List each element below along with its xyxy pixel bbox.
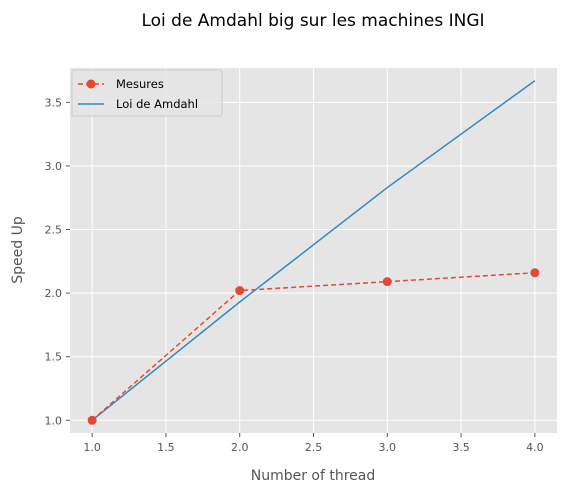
x-tick-label: 1.5 <box>157 441 175 454</box>
y-tick-label: 3.0 <box>45 160 63 173</box>
chart-title: Loi de Amdahl big sur les machines INGI <box>141 11 484 31</box>
legend-label-mesures: Mesures <box>116 77 164 91</box>
grid-lines <box>70 68 557 433</box>
x-tick-label: 3.5 <box>452 441 470 454</box>
y-tick-label: 3.5 <box>45 96 63 109</box>
x-axis-label: Number of thread <box>251 468 376 484</box>
y-axis-label: Speed Up <box>10 216 26 284</box>
x-tick-label: 4.0 <box>526 441 544 454</box>
x-tick-label: 3.0 <box>379 441 397 454</box>
legend-marker-mesures <box>86 79 96 89</box>
series-layer <box>87 80 540 425</box>
legend-label-amdahl: Loi de Amdahl <box>116 97 198 111</box>
series-line-mesures <box>91 272 535 421</box>
data-point-mesures <box>530 268 540 278</box>
x-tick-label: 2.0 <box>231 441 249 454</box>
axis-ticks: 1.0 1.5 2.0 2.5 3.0 3.5 4.0 1.0 1.5 2.0 2.5 3.0 3.5 <box>45 96 544 454</box>
data-point-mesures <box>235 286 245 296</box>
legend: Mesures Loi de Amdahl <box>71 69 223 117</box>
series-line-amdahl <box>91 80 536 421</box>
y-tick-label: 1.0 <box>45 414 63 427</box>
legend-box <box>71 69 223 117</box>
data-point-mesures <box>87 415 97 425</box>
y-tick-label: 2.0 <box>45 287 63 300</box>
x-tick-label: 2.5 <box>305 441 323 454</box>
y-tick-label: 2.5 <box>45 224 63 237</box>
x-tick-label: 1.0 <box>83 441 101 454</box>
y-tick-label: 1.5 <box>45 351 63 364</box>
data-point-mesures <box>382 277 392 287</box>
